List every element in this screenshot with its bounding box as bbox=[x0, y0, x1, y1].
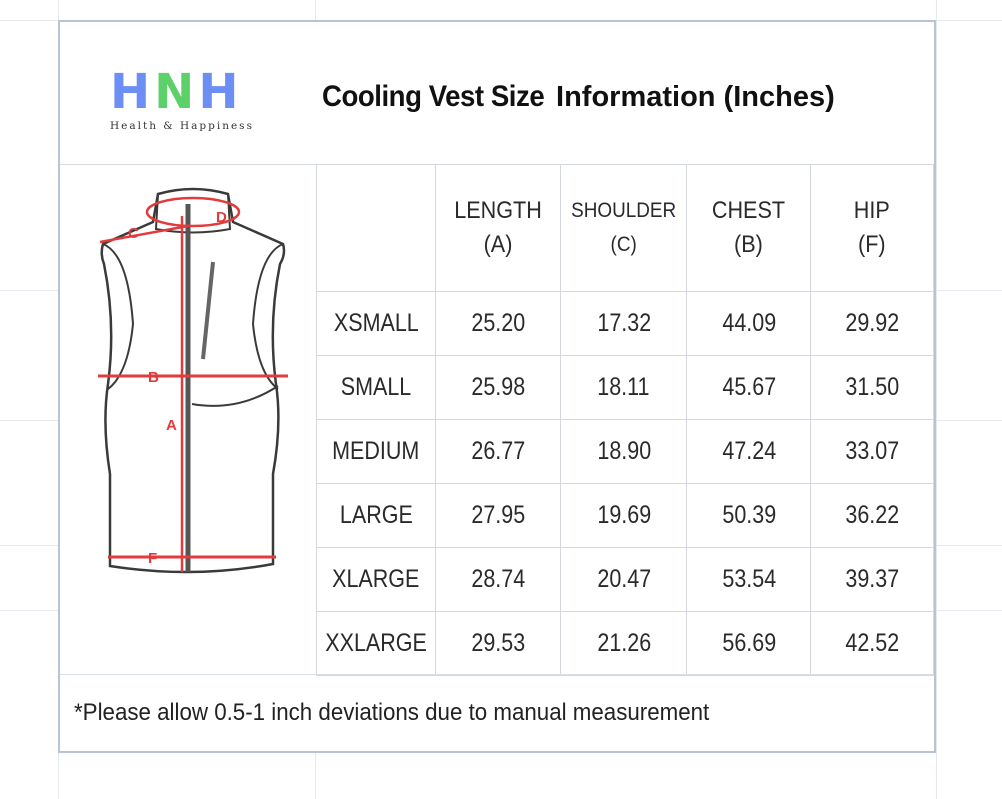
logo-letter-n: N bbox=[154, 64, 199, 120]
cell-shoulder: 19.69 bbox=[560, 483, 688, 548]
size-label: SMALL bbox=[315, 355, 437, 420]
label-b: B bbox=[148, 369, 159, 386]
column-header-shoulder: SHOULDER (C) bbox=[560, 164, 688, 292]
cell-hip: 36.22 bbox=[810, 483, 934, 548]
size-label: LARGE bbox=[315, 483, 437, 548]
logo-letter-h: H bbox=[198, 64, 243, 120]
cell-length: 27.95 bbox=[435, 483, 562, 548]
title-part-2: Information (Inches) bbox=[556, 81, 835, 113]
cell-chest: 47.24 bbox=[686, 419, 812, 484]
table-row: SMALL 25.98 18.11 45.67 31.50 bbox=[315, 355, 934, 420]
vest-collar bbox=[154, 193, 232, 234]
cell-shoulder: 18.11 bbox=[560, 355, 688, 420]
cell-length: 26.77 bbox=[435, 419, 562, 484]
vest-pocket bbox=[191, 385, 279, 407]
size-chart-card: HNH Health & Happiness Cooling Vest Size… bbox=[58, 20, 936, 753]
table-row: XXLARGE 29.53 21.26 56.69 42.52 bbox=[315, 611, 934, 676]
column-header-hip: HIP (F) bbox=[810, 164, 934, 292]
cell-chest: 44.09 bbox=[686, 291, 812, 356]
measurement-note: *Please allow 0.5-1 inch deviations due … bbox=[74, 699, 710, 726]
vest-outline bbox=[100, 187, 286, 574]
cell-chest: 45.67 bbox=[686, 355, 812, 420]
page-title: Cooling Vest Size Information (Inches) bbox=[322, 80, 835, 114]
table-corner-cell bbox=[315, 164, 437, 292]
measure-neck bbox=[145, 196, 241, 228]
cell-hip: 29.92 bbox=[810, 291, 934, 356]
label-c: C bbox=[128, 225, 139, 242]
column-header-length: LENGTH (A) bbox=[435, 164, 562, 292]
cell-hip: 39.37 bbox=[810, 547, 934, 612]
cell-hip: 31.50 bbox=[810, 355, 934, 420]
cell-chest: 53.54 bbox=[686, 547, 812, 612]
cell-shoulder: 17.32 bbox=[560, 291, 688, 356]
footer: *Please allow 0.5-1 inch deviations due … bbox=[60, 674, 934, 754]
size-label: MEDIUM bbox=[315, 419, 437, 484]
size-table: LENGTH (A) SHOULDER (C) CHEST (B) HIP (F… bbox=[315, 164, 934, 676]
table-row: XSMALL 25.20 17.32 44.09 29.92 bbox=[315, 291, 934, 356]
cell-hip: 42.52 bbox=[810, 611, 934, 676]
cell-hip: 33.07 bbox=[810, 419, 934, 484]
label-f: F bbox=[148, 550, 157, 567]
brand-logo: HNH Health & Happiness bbox=[110, 68, 300, 132]
cell-length: 28.74 bbox=[435, 547, 562, 612]
measure-shoulder bbox=[99, 224, 189, 244]
size-label: XSMALL bbox=[315, 291, 437, 356]
grid-line bbox=[936, 0, 937, 799]
cell-length: 25.98 bbox=[435, 355, 562, 420]
cell-length: 29.53 bbox=[435, 611, 562, 676]
header: HNH Health & Happiness Cooling Vest Size… bbox=[60, 22, 934, 165]
cell-shoulder: 18.90 bbox=[560, 419, 688, 484]
label-d: D bbox=[216, 209, 227, 226]
size-label: XLARGE bbox=[315, 547, 437, 612]
vest-pocket-zipper bbox=[201, 261, 215, 360]
chart-body: C D B A F LENGTH (A) SHOULDER (C) bbox=[60, 164, 934, 676]
brand-tagline: Health & Happiness bbox=[110, 120, 254, 132]
cell-chest: 56.69 bbox=[686, 611, 812, 676]
title-part-1: Cooling Vest Size bbox=[322, 80, 545, 113]
logo-letters: HNH bbox=[110, 68, 300, 116]
table-row: XLARGE 28.74 20.47 53.54 39.37 bbox=[315, 547, 934, 612]
cell-shoulder: 21.26 bbox=[560, 611, 688, 676]
column-header-chest: CHEST (B) bbox=[686, 164, 812, 292]
label-a: A bbox=[166, 417, 177, 434]
logo-letter-h: H bbox=[110, 64, 155, 120]
table-row: LARGE 27.95 19.69 50.39 36.22 bbox=[315, 483, 934, 548]
vest-diagram: C D B A F bbox=[98, 187, 288, 574]
size-label: XXLARGE bbox=[315, 611, 437, 676]
cell-shoulder: 20.47 bbox=[560, 547, 688, 612]
cell-length: 25.20 bbox=[435, 291, 562, 356]
table-header-row: LENGTH (A) SHOULDER (C) CHEST (B) HIP (F… bbox=[315, 164, 934, 292]
table-row: MEDIUM 26.77 18.90 47.24 33.07 bbox=[315, 419, 934, 484]
cell-chest: 50.39 bbox=[686, 483, 812, 548]
